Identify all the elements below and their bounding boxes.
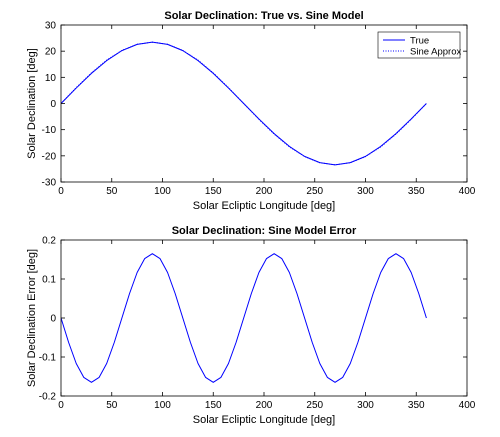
chart-title: Solar Declination: Sine Model Error xyxy=(172,225,357,237)
x-tick-label: 150 xyxy=(205,186,222,197)
y-tick-label: 30 xyxy=(45,21,57,32)
x-tick-label: 100 xyxy=(154,400,171,411)
y-tick-label: -0.1 xyxy=(39,353,57,364)
x-tick-label: 0 xyxy=(58,186,64,197)
x-tick-label: 50 xyxy=(106,186,118,197)
x-tick-label: 350 xyxy=(408,400,425,411)
x-tick-label: 200 xyxy=(256,400,273,411)
y-tick-label: 0.2 xyxy=(42,236,56,247)
y-tick-label: -10 xyxy=(42,125,57,136)
x-tick-label: 400 xyxy=(459,186,476,197)
y-tick-label: -30 xyxy=(42,178,57,189)
legend-entry: Sine Approx xyxy=(410,47,461,58)
x-tick-label: 100 xyxy=(154,186,171,197)
series-line-error xyxy=(61,253,427,383)
y-tick-label: 0 xyxy=(50,314,56,325)
chart-title: Solar Declination: True vs. Sine Model xyxy=(164,10,363,22)
legend-box xyxy=(377,31,461,59)
x-tick-label: 400 xyxy=(459,400,476,411)
x-axis-label: Solar Ecliptic Longitude [deg] xyxy=(193,414,335,426)
series-line-sine-approx xyxy=(61,41,427,166)
x-tick-label: 350 xyxy=(408,186,425,197)
y-tick-label: 0 xyxy=(50,99,56,110)
subplot-1: Solar Declination: True vs. Sine Model 0 5… xyxy=(26,10,476,212)
y-tick-label: 20 xyxy=(45,47,57,58)
subplot-2: Solar Declination: Sine Model Error 0 50 10… xyxy=(26,225,476,426)
x-tick-label: 50 xyxy=(106,400,118,411)
x-axis-label: Solar Ecliptic Longitude [deg] xyxy=(193,200,335,212)
y-axis-label: Solar Declination [deg] xyxy=(26,48,38,159)
y-tick-label: 0.1 xyxy=(42,275,56,286)
x-tick-label: 250 xyxy=(306,186,323,197)
y-tick-label: 10 xyxy=(45,73,57,84)
y-axis-label: Solar Declination Error [deg] xyxy=(26,249,38,387)
y-tick-label: -20 xyxy=(42,151,57,162)
x-tick-label: 0 xyxy=(58,400,64,411)
legend-entry: True xyxy=(410,36,429,47)
x-tick-label: 300 xyxy=(357,400,374,411)
x-tick-label: 250 xyxy=(306,400,323,411)
x-tick-label: 150 xyxy=(205,400,222,411)
x-tick-label: 300 xyxy=(357,186,374,197)
x-tick-label: 200 xyxy=(256,186,273,197)
y-tick-label: -0.2 xyxy=(39,392,57,403)
